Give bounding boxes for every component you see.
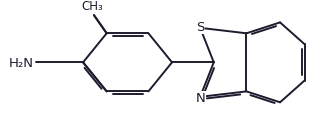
- Text: CH₃: CH₃: [81, 0, 103, 13]
- Text: S: S: [196, 21, 204, 34]
- Text: N: N: [195, 92, 205, 105]
- Text: H₂N: H₂N: [9, 56, 34, 69]
